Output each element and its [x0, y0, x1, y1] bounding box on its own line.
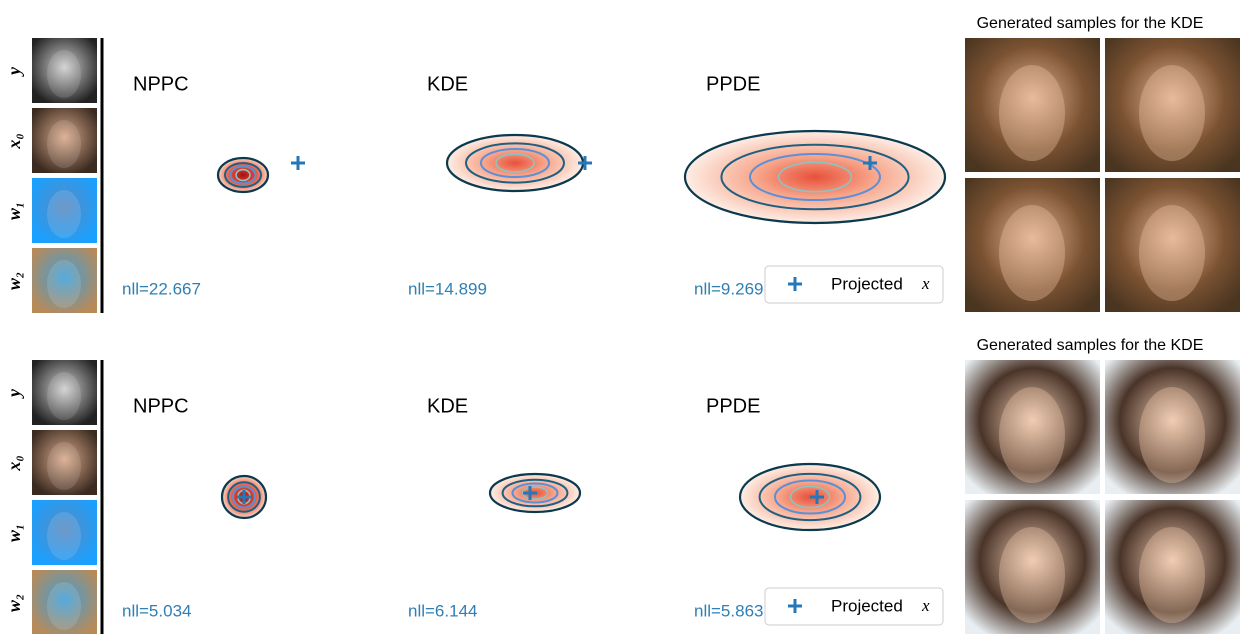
nll-value: nll=9.269	[694, 279, 763, 298]
method-label: KDE	[427, 73, 468, 95]
sample-image	[1105, 360, 1240, 494]
nll-value: nll=5.034	[122, 601, 191, 620]
face-shape	[47, 260, 81, 308]
face-shape	[47, 512, 81, 560]
sample-image	[965, 360, 1100, 494]
input-label: w₁	[4, 202, 24, 220]
input-image	[32, 38, 97, 103]
input-image	[32, 500, 97, 565]
face-shape	[47, 50, 81, 98]
contour	[488, 472, 582, 514]
input-label: w₂	[4, 272, 24, 290]
projected-marker	[523, 486, 537, 500]
contour	[465, 142, 565, 184]
input-image	[32, 108, 97, 173]
contour	[501, 478, 569, 508]
contour	[683, 129, 947, 225]
contour	[220, 474, 268, 520]
contour	[521, 486, 549, 500]
row: y x₀ w₁ w₂ NPPC nll=22.667 KDE nll=14.899 PPDE nl…	[4, 15, 1240, 313]
projected-marker	[810, 490, 824, 504]
face-shape	[47, 442, 81, 490]
contour	[758, 472, 862, 522]
face-shape	[47, 120, 81, 168]
sample-image	[965, 500, 1100, 634]
projected-marker	[863, 156, 877, 170]
contour	[495, 153, 535, 173]
face-shape	[1139, 65, 1205, 161]
method-label: NPPC	[133, 395, 189, 417]
contour	[235, 168, 251, 182]
face-shape	[999, 65, 1065, 161]
face-shape	[47, 190, 81, 238]
sample-image	[1105, 500, 1240, 634]
row: y x₀ w₁ w₂ NPPC nll=5.034 KDE nll=6.144 PPDE nll=…	[4, 337, 1240, 635]
input-label: y	[4, 66, 24, 77]
legend-box	[764, 265, 944, 304]
input-label: x₀	[4, 133, 24, 149]
projected-marker	[578, 156, 592, 170]
contour	[480, 148, 550, 178]
input-image	[32, 178, 97, 243]
contour	[229, 165, 257, 185]
projected-marker	[237, 490, 251, 504]
legend-label: Projected	[831, 596, 903, 615]
input-image	[32, 570, 97, 635]
input-label: x₀	[4, 455, 24, 471]
face-shape	[999, 387, 1065, 483]
sample-image	[965, 178, 1100, 312]
sample-image	[1105, 38, 1240, 172]
sample-image	[965, 38, 1100, 172]
method-label: PPDE	[706, 395, 760, 417]
contour	[774, 479, 846, 515]
contour	[738, 462, 882, 532]
method-label: KDE	[427, 395, 468, 417]
contour	[224, 162, 262, 188]
method-label: PPDE	[706, 73, 760, 95]
nll-value: nll=14.899	[408, 279, 487, 298]
input-image	[32, 248, 97, 313]
sample-image	[1105, 178, 1240, 312]
input-label: y	[4, 388, 24, 399]
nll-value: nll=6.144	[408, 601, 477, 620]
input-label: w₂	[4, 594, 24, 612]
face-shape	[1139, 387, 1205, 483]
legend-variable: x	[921, 596, 930, 615]
samples-title: Generated samples for the KDE	[977, 15, 1204, 32]
contour	[511, 482, 559, 504]
legend-marker	[788, 599, 802, 613]
face-shape	[47, 372, 81, 420]
method-label: NPPC	[133, 73, 189, 95]
contour	[232, 485, 256, 509]
projected-marker	[291, 156, 305, 170]
contour	[216, 156, 270, 194]
input-image	[32, 360, 97, 425]
nll-value: nll=5.863	[694, 601, 763, 620]
face-shape	[47, 582, 81, 630]
contour	[789, 485, 831, 509]
face-shape	[999, 205, 1065, 301]
contour	[777, 161, 853, 193]
legend-label: Projected	[831, 274, 903, 293]
face-shape	[999, 527, 1065, 623]
input-label: w₁	[4, 524, 24, 542]
legend-marker	[788, 277, 802, 291]
face-shape	[1139, 205, 1205, 301]
nll-value: nll=22.667	[122, 279, 201, 298]
input-image	[32, 430, 97, 495]
contour	[227, 481, 261, 513]
samples-title: Generated samples for the KDE	[977, 337, 1204, 354]
contour	[749, 153, 881, 201]
face-shape	[1139, 527, 1205, 623]
legend-variable: x	[921, 274, 930, 293]
legend-box	[764, 587, 944, 626]
contour	[720, 143, 910, 211]
